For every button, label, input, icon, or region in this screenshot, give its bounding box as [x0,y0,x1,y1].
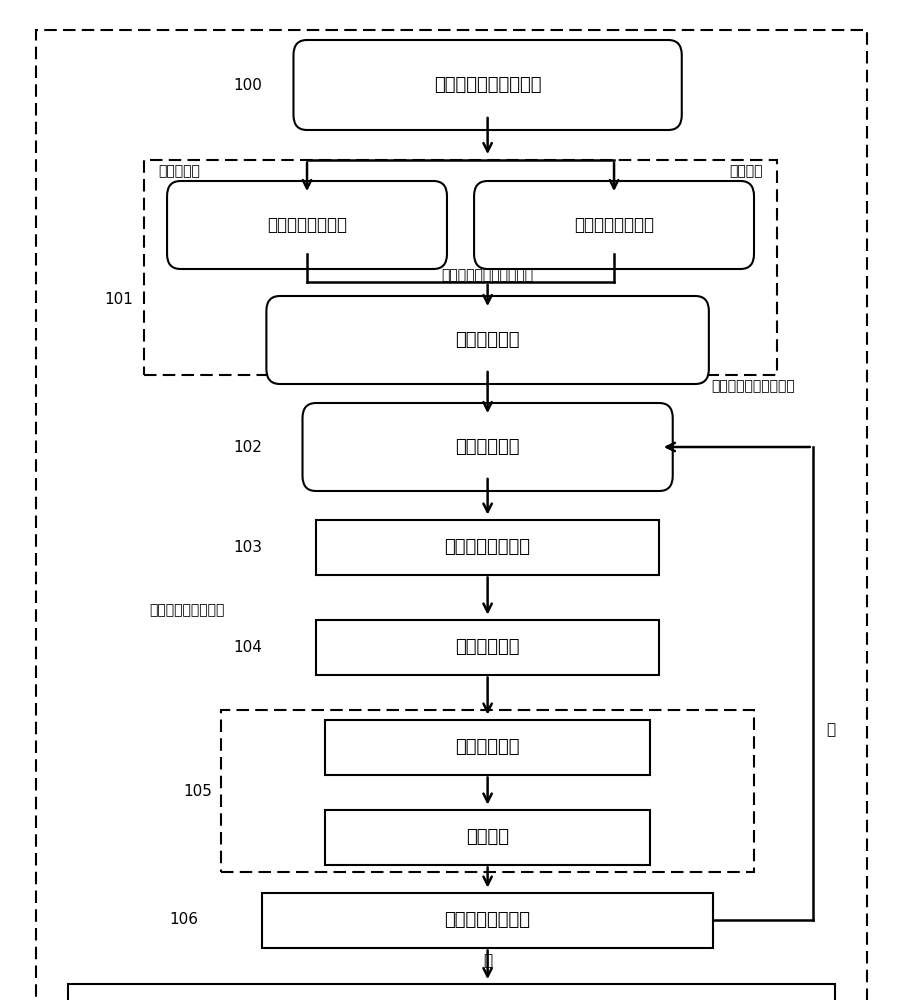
FancyBboxPatch shape [167,181,446,269]
FancyBboxPatch shape [316,620,658,675]
Text: 最小二乘互相关成像条件: 最小二乘互相关成像条件 [441,268,533,282]
Text: 更新模型: 更新模型 [465,828,509,846]
Text: 逆时偏移剖面: 逆时偏移剖面 [455,331,520,349]
FancyBboxPatch shape [316,520,658,574]
FancyBboxPatch shape [68,984,834,1000]
Text: 100: 100 [233,78,262,93]
Text: 进行重复迭代计算过程: 进行重复迭代计算过程 [710,379,794,393]
Text: 震源波场正向延拓: 震源波场正向延拓 [267,216,346,234]
Text: 101: 101 [104,292,133,308]
Text: 地震数据残差计算: 地震数据残差计算 [444,538,530,556]
FancyBboxPatch shape [302,403,672,491]
Text: 共轭梯度计算: 共轭梯度计算 [455,638,520,656]
Text: 共轭梯度归一化方法: 共轭梯度归一化方法 [149,603,224,617]
Text: 103: 103 [233,540,262,554]
FancyBboxPatch shape [325,720,649,774]
Text: 是否满足收敛条件: 是否满足收敛条件 [444,911,530,929]
FancyBboxPatch shape [262,892,713,948]
Bar [221,710,753,872]
Text: 106: 106 [170,912,198,928]
Text: 地震数据: 地震数据 [729,164,762,178]
Bar [144,160,776,375]
Text: 是: 是 [483,953,492,968]
Text: 检波波场反向延拓: 检波波场反向延拓 [574,216,653,234]
FancyBboxPatch shape [266,296,708,384]
FancyBboxPatch shape [293,40,681,130]
Text: 地震速度场: 地震速度场 [158,164,199,178]
FancyBboxPatch shape [325,810,649,864]
Text: 波恩近似正演: 波恩近似正演 [455,438,520,456]
FancyBboxPatch shape [474,181,753,269]
Text: 地震数据及速度场输入: 地震数据及速度场输入 [433,76,541,94]
Text: 更新步长计算: 更新步长计算 [455,738,520,756]
Text: 102: 102 [233,440,262,454]
Text: 104: 104 [233,640,262,654]
Text: 否: 否 [825,722,834,738]
Text: 105: 105 [183,784,212,800]
